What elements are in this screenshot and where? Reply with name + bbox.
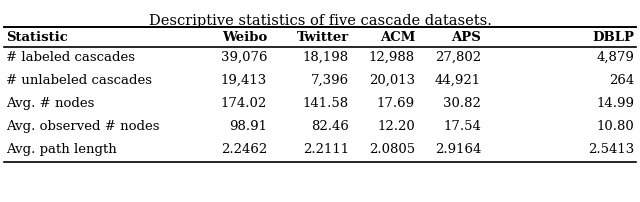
Text: APS: APS [451, 31, 481, 44]
Text: 27,802: 27,802 [435, 51, 481, 64]
Text: 98.91: 98.91 [229, 120, 267, 133]
Text: 10.80: 10.80 [596, 120, 634, 133]
Text: Statistic: Statistic [6, 31, 68, 44]
Text: 17.69: 17.69 [377, 97, 415, 110]
Text: 30.82: 30.82 [443, 97, 481, 110]
Text: # unlabeled cascades: # unlabeled cascades [6, 74, 152, 87]
Text: 12,988: 12,988 [369, 51, 415, 64]
Text: 14.99: 14.99 [596, 97, 634, 110]
Text: Weibo: Weibo [221, 31, 267, 44]
Text: DBLP: DBLP [592, 31, 634, 44]
Text: 20,013: 20,013 [369, 74, 415, 87]
Text: 39,076: 39,076 [221, 51, 267, 64]
Text: 19,413: 19,413 [221, 74, 267, 87]
Text: 2.5413: 2.5413 [588, 143, 634, 156]
Text: Avg. # nodes: Avg. # nodes [6, 97, 94, 110]
Text: Twitter: Twitter [297, 31, 349, 44]
Text: # labeled cascades: # labeled cascades [6, 51, 135, 64]
Text: 2.2111: 2.2111 [303, 143, 349, 156]
Text: 4,879: 4,879 [596, 51, 634, 64]
Text: Descriptive statistics of five cascade datasets.: Descriptive statistics of five cascade d… [148, 14, 492, 28]
Text: 18,198: 18,198 [303, 51, 349, 64]
Text: 2.2462: 2.2462 [221, 143, 267, 156]
Text: 17.54: 17.54 [443, 120, 481, 133]
Text: Avg. observed # nodes: Avg. observed # nodes [6, 120, 159, 133]
Text: ACM: ACM [380, 31, 415, 44]
Text: 174.02: 174.02 [221, 97, 267, 110]
Text: 141.58: 141.58 [303, 97, 349, 110]
Text: 2.0805: 2.0805 [369, 143, 415, 156]
Text: 12.20: 12.20 [377, 120, 415, 133]
Text: 2.9164: 2.9164 [435, 143, 481, 156]
Text: 44,921: 44,921 [435, 74, 481, 87]
Text: 7,396: 7,396 [311, 74, 349, 87]
Text: Avg. path length: Avg. path length [6, 143, 116, 156]
Text: 82.46: 82.46 [311, 120, 349, 133]
Text: 264: 264 [609, 74, 634, 87]
